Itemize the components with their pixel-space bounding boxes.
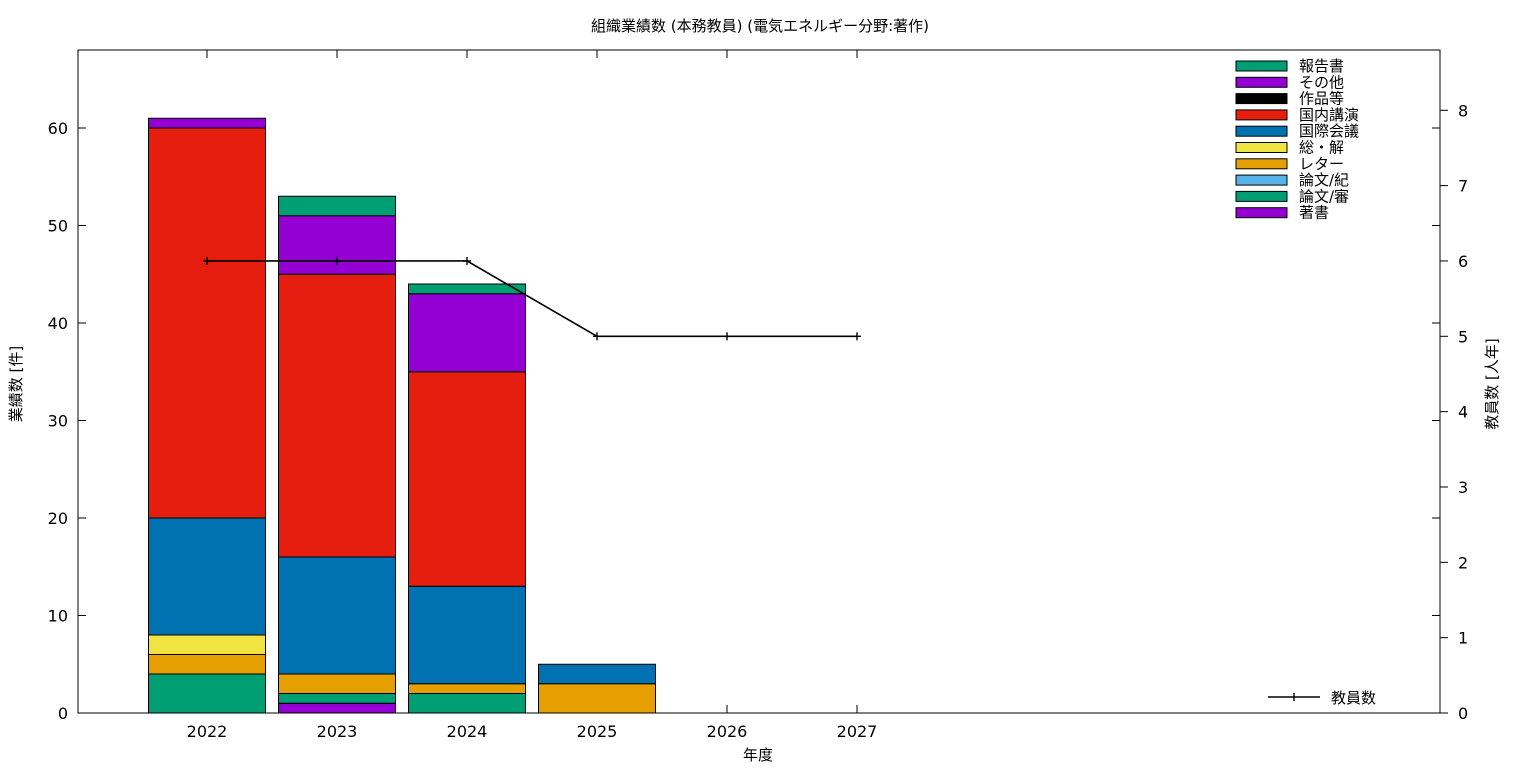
legend-swatch (1235, 60, 1288, 72)
legend-swatch (1235, 190, 1288, 202)
legend-label: 総・解 (1299, 139, 1344, 157)
bar-segment (148, 517, 266, 636)
y-axis-label: 業績数 [件] (7, 346, 25, 422)
y2-tick-label: 1 (1458, 629, 1468, 648)
y-tick-label: 30 (48, 412, 68, 431)
bar-segment (278, 195, 396, 217)
bar-segment (408, 693, 526, 714)
y-tick-label: 0 (58, 704, 68, 723)
legend-label: 国際会議 (1299, 122, 1359, 140)
bar-segment (148, 654, 266, 675)
bar-segment (538, 683, 656, 714)
legend-label: 報告書 (1299, 57, 1344, 75)
legend-line-label: 教員数 (1331, 689, 1376, 707)
x-tick-label: 2026 (707, 722, 748, 741)
x-tick-label: 2024 (447, 722, 488, 741)
legend-swatch (1235, 207, 1288, 219)
legend-label: 著書 (1299, 204, 1329, 222)
y2-tick-label: 7 (1458, 177, 1468, 196)
bar-segment (278, 215, 396, 275)
bar-segment (278, 673, 396, 694)
y-tick-label: 50 (48, 217, 68, 236)
y2-tick-label: 5 (1458, 327, 1468, 346)
legend-label: その他 (1299, 73, 1344, 91)
bar-segment (148, 673, 266, 714)
bar-segment (408, 371, 526, 587)
bar-segment (278, 693, 396, 704)
bar-segment (408, 585, 526, 685)
legend-swatch (1235, 76, 1288, 88)
bar-segment (278, 702, 396, 714)
legend-label: 作品等 (1299, 90, 1344, 108)
x-tick-label: 2027 (837, 722, 878, 741)
bar-segment (278, 556, 396, 675)
legend-label: レター (1299, 155, 1344, 173)
bar-segment (148, 117, 266, 129)
y-tick-label: 20 (48, 509, 68, 528)
bar-segment (148, 127, 266, 519)
y-tick-label: 10 (48, 607, 68, 626)
bar-segment (408, 283, 526, 295)
legend-swatch (1235, 142, 1288, 153)
legend-swatch (1235, 93, 1288, 105)
x-tick-label: 2025 (577, 722, 618, 741)
y2-tick-label: 0 (1458, 704, 1468, 723)
y2-tick-label: 2 (1458, 553, 1468, 572)
legend-swatch (1235, 109, 1288, 121)
y2-tick-label: 8 (1458, 101, 1468, 120)
bar-segment (408, 293, 526, 373)
y-tick-label: 40 (48, 314, 68, 333)
legend-label: 論文/審 (1299, 187, 1349, 205)
y2-axis-label: 教員数 [人年] (1483, 338, 1501, 429)
legend-label: 論文/紀 (1299, 171, 1349, 189)
plot-frame (77, 49, 1441, 714)
legend-swatch (1235, 158, 1288, 170)
chart-title: 組織業績数 (本務教員) (電気エネルギー分野:著作) (591, 17, 929, 35)
line-series (207, 260, 857, 338)
y-tick-label: 60 (48, 119, 68, 138)
bar-segment (408, 683, 526, 694)
x-axis-label: 年度 (743, 746, 773, 764)
y2-tick-label: 6 (1458, 252, 1468, 271)
legend-swatch (1235, 125, 1288, 137)
y2-tick-label: 3 (1458, 478, 1468, 497)
legend-label: 国内講演 (1299, 106, 1359, 124)
legend-swatch (1235, 174, 1288, 186)
bar-segment (278, 273, 396, 558)
plot-layer: 0 10 20 30 40 50 60 0 1 2 3 4 5 6 7 8 2022 2023 2024 2025 20… (48, 50, 1468, 741)
bar-segment (538, 663, 656, 685)
x-tick-label: 2022 (187, 722, 228, 741)
y2-tick-label: 4 (1458, 403, 1468, 422)
x-tick-label: 2023 (317, 722, 358, 741)
bar-segment (148, 634, 266, 655)
